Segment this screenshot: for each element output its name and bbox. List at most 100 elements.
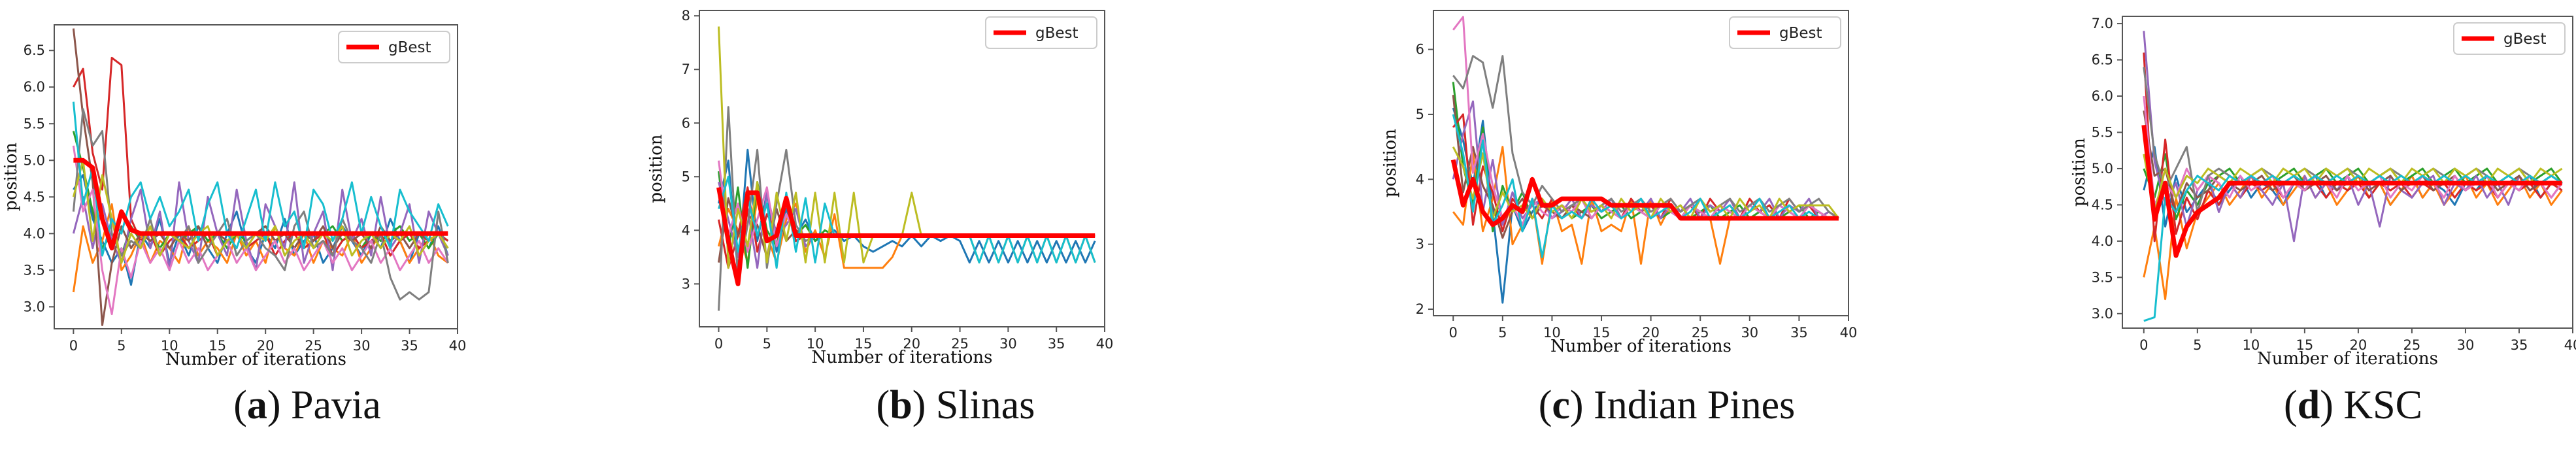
- x-tick-label: 10: [1543, 325, 1561, 341]
- y-tick-label: 6.5: [24, 42, 45, 58]
- y-axis-label: position: [1, 142, 21, 211]
- x-tick-label: 15: [209, 338, 226, 354]
- caption-letter: a: [247, 383, 267, 427]
- legend-label: gBest: [1035, 25, 1079, 42]
- y-tick-label: 6.0: [2092, 88, 2113, 104]
- caption-name: Slinas: [936, 383, 1035, 427]
- y-tick-label: 5.0: [2092, 161, 2113, 176]
- x-tick-label: 30: [353, 338, 371, 354]
- chart-panel-c: 0 5 10 15 20 25 30 35 40 2 3 4 5 6 Number of iteration…: [1380, 10, 1857, 427]
- plot-area: [1433, 10, 1849, 316]
- x-tick-label: 15: [2296, 337, 2314, 353]
- caption-letter: d: [2298, 383, 2320, 427]
- chart-panel-b: 0 5 10 15 20 25 30 35 40 3 4 5 6 7 8 Number of iteratio…: [646, 8, 1113, 427]
- x-tick-label: 40: [1096, 336, 1114, 352]
- x-tick-label: 5: [117, 338, 125, 354]
- x-tick-label: 25: [1692, 325, 1709, 341]
- gbest-series-line: [73, 158, 448, 251]
- caption-name: Pavia: [291, 383, 381, 427]
- y-axis-label: position: [1380, 129, 1400, 197]
- legend-box: [985, 16, 1097, 49]
- particle-series-line: [72, 159, 449, 264]
- x-tick-label: 0: [714, 336, 723, 352]
- caption-name: Indian Pines: [1594, 383, 1795, 427]
- particle-lines: [2141, 31, 2563, 322]
- y-tick-label: 3: [1416, 237, 1424, 252]
- caption-name: KSC: [2343, 383, 2422, 427]
- caption-paren-open: (: [233, 383, 247, 427]
- gbest-series-line: [716, 187, 1096, 286]
- particle-lines: [1450, 16, 1840, 304]
- subfigure-caption: (d) KSC: [2284, 383, 2422, 427]
- gbest-series-line: [2141, 125, 2562, 258]
- y-tick-label: 4: [682, 222, 690, 238]
- legend-label: gBest: [388, 39, 431, 56]
- x-tick-label: 5: [763, 336, 771, 352]
- chart-panel-d: 0 5 10 15 20 25 30 35 40 3.0 3.5 4.0 4.5 5.0 5.5 6.0 6.5…: [2069, 16, 2576, 427]
- y-tick-label: 7: [682, 61, 690, 77]
- caption-paren-close: ): [912, 383, 936, 427]
- legend: gBest: [338, 31, 450, 63]
- x-tick-label: 20: [1642, 325, 1660, 341]
- subfigure-caption: (b) Slinas: [877, 383, 1035, 427]
- y-tick-label: 5.5: [2092, 124, 2113, 140]
- particle-series-line: [2143, 175, 2563, 322]
- y-tick-label: 3.5: [2092, 269, 2113, 285]
- y-tick-label: 6: [682, 115, 690, 131]
- legend: gBest: [1729, 16, 1841, 49]
- caption-paren-open: (: [877, 383, 890, 427]
- chart-panel-a: 0 5 10 15 20 25 30 35 40 3.0 3.5 4.0 4.5 5.0 5.5 6.0 6.5…: [1, 24, 467, 427]
- legend: gBest: [2453, 22, 2566, 55]
- y-axis-label: position: [646, 134, 666, 203]
- particle-series-line: [2143, 31, 2563, 242]
- x-tick-label: 40: [1840, 325, 1858, 341]
- x-tick-label: 30: [2457, 337, 2475, 353]
- particle-lines: [72, 28, 449, 326]
- y-tick-label: 4: [1416, 171, 1424, 187]
- y-tick-label: 6.0: [24, 79, 45, 95]
- x-tick-label: 15: [855, 336, 873, 352]
- y-tick-label: 3.5: [24, 262, 45, 278]
- legend-box: [1729, 16, 1841, 49]
- x-tick-label: 0: [2139, 337, 2148, 353]
- x-tick-label: 15: [1593, 325, 1611, 341]
- legend-box: [2453, 22, 2566, 55]
- x-tick-label: 40: [449, 338, 467, 354]
- y-axis-label: position: [2069, 138, 2089, 207]
- x-tick-label: 20: [257, 338, 275, 354]
- caption-paren-open: (: [1539, 383, 1552, 427]
- legend-label: gBest: [1779, 25, 1822, 42]
- legend-label: gBest: [2503, 31, 2547, 48]
- y-tick-label: 4.0: [2092, 233, 2113, 249]
- subfigure-caption: (a) Pavia: [233, 383, 381, 427]
- x-tick-label: 35: [1790, 325, 1808, 341]
- x-axis-label: Number of iterations: [165, 350, 346, 369]
- legend: gBest: [985, 16, 1097, 49]
- x-tick-label: 40: [2564, 337, 2576, 353]
- x-tick-label: 35: [401, 338, 418, 354]
- x-tick-label: 5: [2193, 337, 2201, 353]
- subfigure-caption: (c) Indian Pines: [1539, 383, 1796, 427]
- y-tick-label: 4.5: [24, 189, 45, 205]
- particle-series-line: [2143, 154, 2563, 213]
- x-axis-label: Number of iterations: [2257, 349, 2438, 369]
- caption-letter: b: [890, 383, 912, 427]
- plot-area: [699, 10, 1105, 327]
- x-tick-label: 35: [1048, 336, 1065, 352]
- y-tick-label: 3.0: [24, 299, 45, 314]
- y-tick-label: 6.5: [2092, 52, 2113, 68]
- plot-area: [54, 24, 458, 329]
- legend-box: [338, 31, 450, 63]
- y-tick-label: 4.0: [24, 226, 45, 241]
- y-tick-label: 5: [682, 169, 690, 184]
- x-axis-label: Number of iterations: [812, 348, 993, 367]
- y-tick-label: 6: [1416, 42, 1424, 58]
- particle-series-line: [72, 101, 449, 257]
- x-tick-label: 20: [2350, 337, 2367, 353]
- particle-series-line: [1452, 114, 1839, 259]
- plot-area: [2122, 16, 2573, 329]
- gbest-series-line: [1450, 159, 1839, 227]
- y-tick-label: 5: [1416, 107, 1424, 122]
- y-tick-label: 5.5: [24, 116, 45, 131]
